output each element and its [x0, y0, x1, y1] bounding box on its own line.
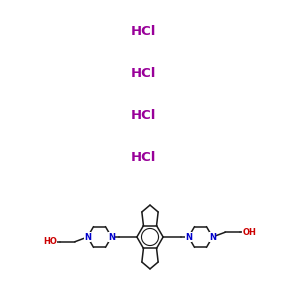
Text: N: N	[209, 232, 216, 242]
Text: OH: OH	[242, 228, 256, 237]
Text: HCl: HCl	[130, 25, 156, 38]
Text: N: N	[108, 232, 115, 242]
Text: HCl: HCl	[130, 67, 156, 80]
Text: HCl: HCl	[130, 109, 156, 122]
Text: N: N	[185, 232, 192, 242]
Text: HCl: HCl	[130, 151, 156, 164]
Text: N: N	[84, 232, 91, 242]
Text: HO: HO	[43, 237, 57, 246]
